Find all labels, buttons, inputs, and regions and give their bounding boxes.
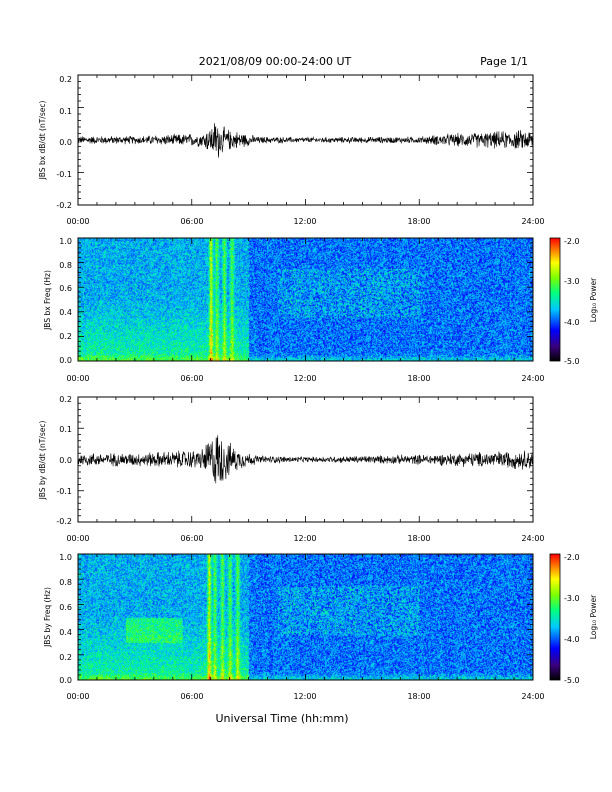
panel-bx-dbdt: 0.2 0.1 0.0 -0.1 -0.2 JBS bx dB/dt (nT/s… [38,74,545,226]
by-freq-xtick: 24:00 [521,692,544,701]
by-dbdt-waveform [77,435,534,484]
colorbar-1-label: Log₁₀ Power [589,277,598,322]
bx-freq-xtick: 06:00 [180,374,203,383]
bx-dbdt-xtick: 00:00 [66,217,89,226]
bx-dbdt-xtick: 06:00 [180,217,203,226]
colorbar-2-tick: -2.0 [564,553,580,562]
colorbar-1-tick: -5.0 [564,357,580,366]
by-freq-xtick: 18:00 [407,692,430,701]
page-indicator: Page 1/1 [480,55,528,68]
bx-freq-ytick: 1.0 [59,237,72,246]
bx-freq-ytick: 0.8 [59,261,72,270]
colorbar-1 [549,237,561,362]
bx-freq-ytick: 0.2 [59,332,72,341]
bx-freq-xtick: 18:00 [407,374,430,383]
by-dbdt-ytick: 0.2 [59,395,72,404]
bx-dbdt-xtick: 12:00 [293,217,316,226]
by-dbdt-xtick: 12:00 [293,534,316,543]
bx-freq-xtick: 12:00 [293,374,316,383]
panel-by-dbdt: 0.2 0.1 0.0 -0.1 -0.2 JBS by dB/dt (nT/s… [38,395,545,543]
bx-dbdt-ytick: 0.0 [59,138,72,147]
by-freq-xtick: 00:00 [66,692,89,701]
by-dbdt-xtick: 00:00 [66,534,89,543]
bx-dbdt-ytick: 0.2 [59,75,72,84]
bx-dbdt-xtick: 24:00 [521,217,544,226]
by-dbdt-xtick: 24:00 [521,534,544,543]
colorbar-1-tick: -4.0 [564,318,580,327]
by-freq-ytick: 0.6 [59,603,72,612]
by-dbdt-ytick: 0.1 [59,425,72,434]
panel-by-dbdt-ticks [77,396,534,523]
panel-by-spectrogram-ticks [77,553,534,681]
by-spectrogram-image [78,554,533,680]
panel-by-spectrogram: 1.0 0.8 0.6 0.4 0.2 0.0 JBS by Freq (Hz)… [43,553,598,701]
by-freq-ylabel: JBS by Freq (Hz) [43,587,52,648]
colorbar-2-tick: -4.0 [564,635,580,644]
bx-freq-ylabel: JBS bx Freq (Hz) [43,270,52,331]
bx-dbdt-ytick: -0.1 [56,170,72,179]
by-dbdt-ytick: -0.1 [56,487,72,496]
by-dbdt-xtick: 06:00 [180,534,203,543]
bx-spectrogram-image [78,238,533,361]
colorbar-2-tick: -5.0 [564,676,580,685]
by-dbdt-ytick: -0.2 [56,517,72,526]
colorbar-1-tick: -2.0 [564,237,580,246]
colorbar-2 [549,553,561,681]
bx-dbdt-waveform [77,123,534,158]
bx-freq-xtick: 00:00 [66,374,89,383]
panel-bx-spectrogram-ticks [77,237,534,362]
by-dbdt-xtick: 18:00 [407,534,430,543]
panel-bx-spectrogram: 1.0 0.8 0.6 0.4 0.2 0.0 JBS bx Freq (Hz)… [43,237,598,383]
plot-title: 2021/08/09 00:00-24:00 UT [199,55,352,68]
x-axis-title: Universal Time (hh:mm) [216,712,349,725]
by-freq-xtick: 06:00 [180,692,203,701]
by-dbdt-ylabel: JBS by dB/dt (nT/sec) [38,421,47,501]
by-freq-ytick: 0.4 [59,628,72,637]
by-freq-xtick: 12:00 [293,692,316,701]
bx-dbdt-ytick: 0.1 [59,107,72,116]
bx-freq-ytick: 0.0 [59,356,72,365]
bx-freq-xtick: 24:00 [521,374,544,383]
by-dbdt-ytick: 0.0 [59,456,72,465]
by-freq-ytick: 0.0 [59,676,72,685]
bx-dbdt-ylabel: JBS bx dB/dt (nT/sec) [38,101,47,181]
bx-freq-ytick: 0.6 [59,284,72,293]
panel-bx-dbdt-ticks [77,74,534,206]
bx-dbdt-xtick: 18:00 [407,217,430,226]
bx-dbdt-ytick: -0.2 [56,201,72,210]
by-freq-ytick: 0.2 [59,653,72,662]
colorbar-2-tick: -3.0 [564,594,580,603]
bx-freq-ytick: 0.4 [59,308,72,317]
by-freq-ytick: 1.0 [59,553,72,562]
colorbar-2-label: Log₁₀ Power [589,594,598,639]
colorbar-1-tick: -3.0 [564,277,580,286]
by-freq-ytick: 0.8 [59,578,72,587]
